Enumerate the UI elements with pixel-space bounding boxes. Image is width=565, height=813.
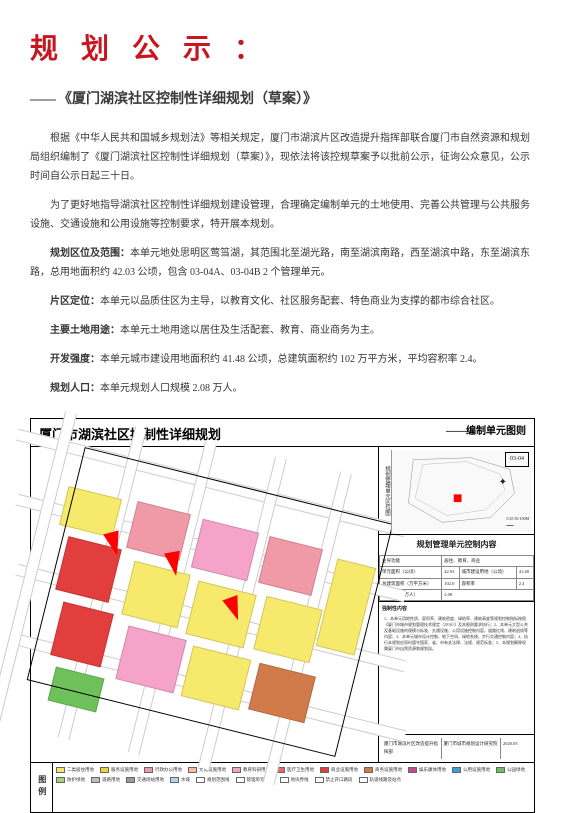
legend-item: 公园绿地 <box>496 766 525 774</box>
legend-item: 轨道线路及站点 <box>359 776 402 784</box>
legend-item: 规划范围线 <box>196 776 230 784</box>
legend-item: 服务设施用地 <box>100 766 138 774</box>
legend-item: 行政办公用地 <box>144 766 182 774</box>
paragraph-intensity: 开发强度：本单元城市建设用地面积约 41.48 公顷，总建筑面积约 102 万平… <box>30 350 535 369</box>
control-content-title: 规划管理单元控制内容 <box>379 535 534 555</box>
footer-org-2: 厦门市城市规划设计研究院 <box>442 738 502 758</box>
legend-item: 医疗卫生用地 <box>276 766 314 774</box>
legend-text: 商务设施用地 <box>375 766 402 774</box>
legend-swatch <box>56 777 65 783</box>
legend-item: 商业设施用地 <box>320 766 358 774</box>
legend-text: 禁止开口路段 <box>326 776 353 784</box>
mandatory-title: 强制性内容 <box>382 605 531 614</box>
legend-text: 轨道线路及站点 <box>370 776 402 784</box>
legend-text: 公用设施用地 <box>463 766 490 774</box>
paragraph-landuse: 主要土地用途：本单元土地用途以居住及生活配套、教育、商业商务为主。 <box>30 321 535 340</box>
diagram-header: 厦门市湖滨社区控制性详细规划 ——编制单元图则 <box>31 419 534 446</box>
diagram-header-right: ——编制单元图则 <box>446 423 526 446</box>
legend-swatch <box>315 777 324 783</box>
legend-text: 服务设施用地 <box>111 766 138 774</box>
legend-text: 规划范围线 <box>207 776 230 784</box>
legend-swatch <box>236 777 245 783</box>
scale-bar: 0 25 50 100M━━━ <box>506 515 529 529</box>
legend-swatch <box>170 777 179 783</box>
location-map-label: 规划管理单元区位图 <box>382 450 392 531</box>
page-title: 规 划 公 示 ： <box>30 25 535 75</box>
legend-swatch <box>364 767 373 773</box>
legend-text: 商业设施用地 <box>331 766 358 774</box>
legend-row: 图例 二类居住用地服务设施用地行政办公用地文化设施用地教育科研用地医疗卫生用地商… <box>31 762 534 812</box>
legend-item: 交通场站用地 <box>126 776 164 784</box>
legend-swatch <box>280 777 289 783</box>
legend-items: 二类居住用地服务设施用地行政办公用地文化设施用地教育科研用地医疗卫生用地商业设施… <box>53 763 534 812</box>
planning-diagram: 厦门市湖滨社区控制性详细规划 ——编制单元图则 <box>30 418 535 813</box>
legend-swatch <box>144 767 153 773</box>
legend-swatch <box>359 777 368 783</box>
legend-item: 防护绿地 <box>56 776 85 784</box>
paragraph-intro-2: 为了更好地指导湖滨社区控制性详细规划建设管理，合理确定编制单元的土地使用、完善公… <box>30 196 535 234</box>
legend-item: 娱乐康体用地 <box>408 766 446 774</box>
legend-text: 公园绿地 <box>507 766 525 774</box>
legend-item: 水域 <box>170 776 190 784</box>
page-subtitle: —— 《厦门湖滨社区控制性详细规划（草案）》 <box>30 87 535 114</box>
legend-text: 医疗卫生用地 <box>287 766 314 774</box>
legend-item: 禁止开口路段 <box>315 776 353 784</box>
unit-code: 03-04 <box>505 452 529 467</box>
compass-icon: ✦ <box>499 474 507 492</box>
footer-org-1: 厦门市湖滨片区改造提升指挥部 <box>382 738 442 758</box>
paragraph-population: 规划人口：本单元规划人口规模 2.08 万人。 <box>30 379 535 398</box>
legend-item: 商务设施用地 <box>364 766 402 774</box>
legend-swatch <box>126 777 135 783</box>
legend-swatch <box>188 767 197 773</box>
legend-text: 道路用地 <box>102 776 120 784</box>
legend-swatch <box>196 777 205 783</box>
paragraph-intro-1: 根据《中华人民共和国城乡规划法》等相关规定，厦门市湖滨片区改造提升指挥部联合厦门… <box>30 129 535 186</box>
legend-swatch <box>91 777 100 783</box>
legend-swatch <box>452 767 461 773</box>
legend-text: 交通场站用地 <box>137 776 164 784</box>
legend-label: 图例 <box>31 763 53 812</box>
legend-item: 道路用地 <box>91 776 120 784</box>
legend-swatch <box>100 767 109 773</box>
legend-text: 二类居住用地 <box>67 766 94 774</box>
legend-item: 公用设施用地 <box>452 766 490 774</box>
legend-item: 地块界线 <box>280 776 309 784</box>
footer-date: 2020.05 <box>501 738 531 758</box>
diagram-body: 规划管理单元区位图 03-04 ✦ 0 25 50 100M━━━ 规划管理单元… <box>31 446 534 762</box>
legend-text: 娱乐康体用地 <box>419 766 446 774</box>
subtitle-dash: —— <box>30 92 54 107</box>
legend-text: 防护绿地 <box>67 776 85 784</box>
mandatory-text: 1、本单元用地性质、容积率、建筑密度、绿地率、建筑高度等规划控制指标按照《厦门市… <box>382 614 531 654</box>
map-area <box>31 447 379 762</box>
subtitle-text: 《厦门湖滨社区控制性详细规划（草案）》 <box>58 92 317 107</box>
legend-swatch <box>320 767 329 773</box>
legend-text: 行政办公用地 <box>155 766 182 774</box>
legend-item: 二类居住用地 <box>56 766 94 774</box>
legend-text: 地块界线 <box>291 776 309 784</box>
info-panel: 规划管理单元区位图 03-04 ✦ 0 25 50 100M━━━ 规划管理单元… <box>379 447 534 762</box>
legend-swatch <box>408 767 417 773</box>
legend-swatch <box>496 767 505 773</box>
legend-text: 水域 <box>181 776 190 784</box>
paragraph-positioning: 片区定位：本单元以品质住区为主导，以教育文化、社区服务配套、特色商业为支撑的都市… <box>30 292 535 311</box>
paragraph-location: 规划区位及范围：本单元地处思明区莺筜湖，其范围北至湖光路，南至湖滨南路，西至湖滨… <box>30 244 535 282</box>
location-map-box: 规划管理单元区位图 03-04 ✦ 0 25 50 100M━━━ <box>379 447 534 535</box>
legend-swatch <box>56 767 65 773</box>
location-mini-map: 03-04 ✦ 0 25 50 100M━━━ <box>392 450 531 531</box>
legend-swatch <box>232 767 241 773</box>
